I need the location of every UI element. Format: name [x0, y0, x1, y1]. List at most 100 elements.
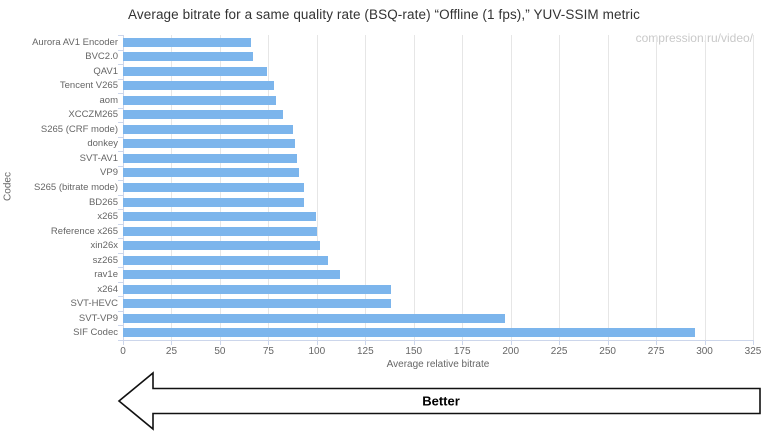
bar-sif-codec	[123, 328, 695, 338]
bar-x265	[123, 212, 316, 222]
y-tick-mark	[118, 281, 123, 283]
bar-x264	[123, 284, 391, 294]
bar-svt-vp9	[123, 313, 505, 323]
y-axis-label: XCCZM265	[68, 109, 118, 121]
bar-tencent-v265	[123, 81, 275, 91]
y-tick-mark	[118, 340, 123, 341]
x-tick-mark	[123, 341, 124, 345]
y-tick-mark	[118, 267, 123, 269]
y-axis-label: BVC2.0	[85, 51, 118, 63]
y-axis-label: SVT-VP9	[78, 312, 118, 324]
x-tick-label: 0	[120, 346, 126, 357]
y-axis-label: S265 (bitrate mode)	[34, 182, 118, 193]
y-axis-label: BD265	[88, 196, 118, 208]
x-axis-title: Average relative bitrate	[386, 359, 490, 370]
gridline	[462, 35, 464, 340]
chart-title: Average bitrate for a same quality rate …	[128, 7, 640, 22]
better-arrow-shape	[117, 371, 761, 431]
bar-svt-hevc	[123, 299, 392, 309]
bar-xin26x	[123, 241, 320, 251]
x-tick-mark	[316, 341, 318, 345]
x-tick-label: 100	[308, 346, 326, 357]
y-tick-mark	[118, 180, 123, 182]
y-tick-mark	[118, 151, 123, 153]
gridline	[753, 35, 754, 340]
bar-vp9	[123, 168, 300, 178]
y-axis-label: Tencent V265	[59, 80, 118, 92]
y-axis-label: VP9	[100, 167, 118, 179]
x-tick-mark	[268, 341, 270, 345]
gridline	[510, 35, 512, 340]
x-tick-label: 300	[696, 346, 713, 357]
x-tick-label: 275	[647, 346, 665, 357]
y-tick-mark	[118, 165, 123, 167]
y-axis-label: SVT-HEVC	[70, 298, 118, 310]
gridline	[365, 35, 367, 340]
x-tick-label: 225	[550, 346, 568, 357]
bar-bd265	[123, 197, 305, 207]
bar-bvc2-0	[123, 52, 253, 62]
y-axis-label: sz265	[92, 254, 118, 266]
y-tick-mark	[118, 136, 123, 138]
bar-s265-bitrate-mode-	[123, 183, 305, 192]
y-tick-mark	[118, 107, 123, 109]
x-tick-label: 75	[262, 346, 274, 357]
x-tick-label: 175	[453, 346, 471, 357]
x-tick-mark	[607, 341, 609, 345]
y-axis-title: Codec	[2, 172, 14, 201]
bar-sz265	[123, 255, 328, 265]
x-tick-label: 325	[744, 346, 762, 357]
gridline	[704, 35, 706, 340]
bar-aurora-av1-encoder	[123, 37, 251, 47]
y-tick-mark	[118, 122, 123, 124]
x-tick-mark	[753, 341, 754, 345]
watermark-credit-link[interactable]: compression.ru/video/	[635, 31, 753, 45]
y-tick-mark	[118, 325, 123, 327]
y-axis-label: Reference x265	[50, 225, 118, 237]
bar-svt-av1	[123, 153, 298, 163]
y-tick-mark	[118, 49, 123, 51]
gridline	[413, 35, 415, 340]
x-axis-line	[123, 340, 754, 341]
x-tick-mark	[171, 341, 173, 345]
y-tick-mark	[118, 78, 123, 80]
x-tick-mark	[462, 341, 464, 345]
bar-xcczm265	[123, 110, 283, 120]
bar-rav1e	[123, 270, 341, 280]
y-tick-mark	[118, 93, 123, 95]
better-arrow: Better	[117, 371, 761, 431]
x-tick-label: 125	[356, 346, 374, 357]
y-axis-label: rav1e	[94, 269, 118, 281]
x-tick-mark	[219, 341, 221, 345]
x-tick-mark	[656, 341, 658, 345]
bar-reference-x265	[123, 226, 317, 236]
y-tick-mark	[118, 238, 123, 240]
x-tick-mark	[510, 341, 512, 345]
gridline	[316, 35, 318, 340]
y-tick-mark	[118, 194, 123, 196]
x-tick-label: 200	[502, 346, 520, 357]
x-tick-mark	[559, 341, 561, 345]
gridline	[559, 35, 561, 340]
x-tick-mark	[413, 341, 415, 345]
y-tick-mark	[118, 223, 123, 225]
gridline	[656, 35, 658, 340]
y-axis-label: donkey	[87, 138, 118, 150]
x-tick-label: 250	[599, 346, 616, 357]
bar-s265-crf-mode-	[123, 124, 293, 134]
bar-aom	[123, 95, 277, 105]
y-tick-mark	[118, 296, 123, 298]
y-tick-mark	[118, 252, 123, 254]
y-axis-label: x264	[97, 283, 118, 295]
y-tick-mark	[118, 310, 123, 312]
y-tick-mark	[118, 209, 123, 211]
x-tick-label: 150	[405, 346, 423, 357]
x-tick-mark	[704, 341, 706, 345]
y-axis-label: QAV1	[93, 65, 118, 77]
y-axis-label: x265	[97, 211, 118, 223]
better-arrow-label: Better	[422, 394, 460, 409]
gridline	[607, 35, 609, 340]
y-axis-label: aom	[99, 94, 118, 106]
y-axis-label: SIF Codec	[73, 327, 118, 339]
